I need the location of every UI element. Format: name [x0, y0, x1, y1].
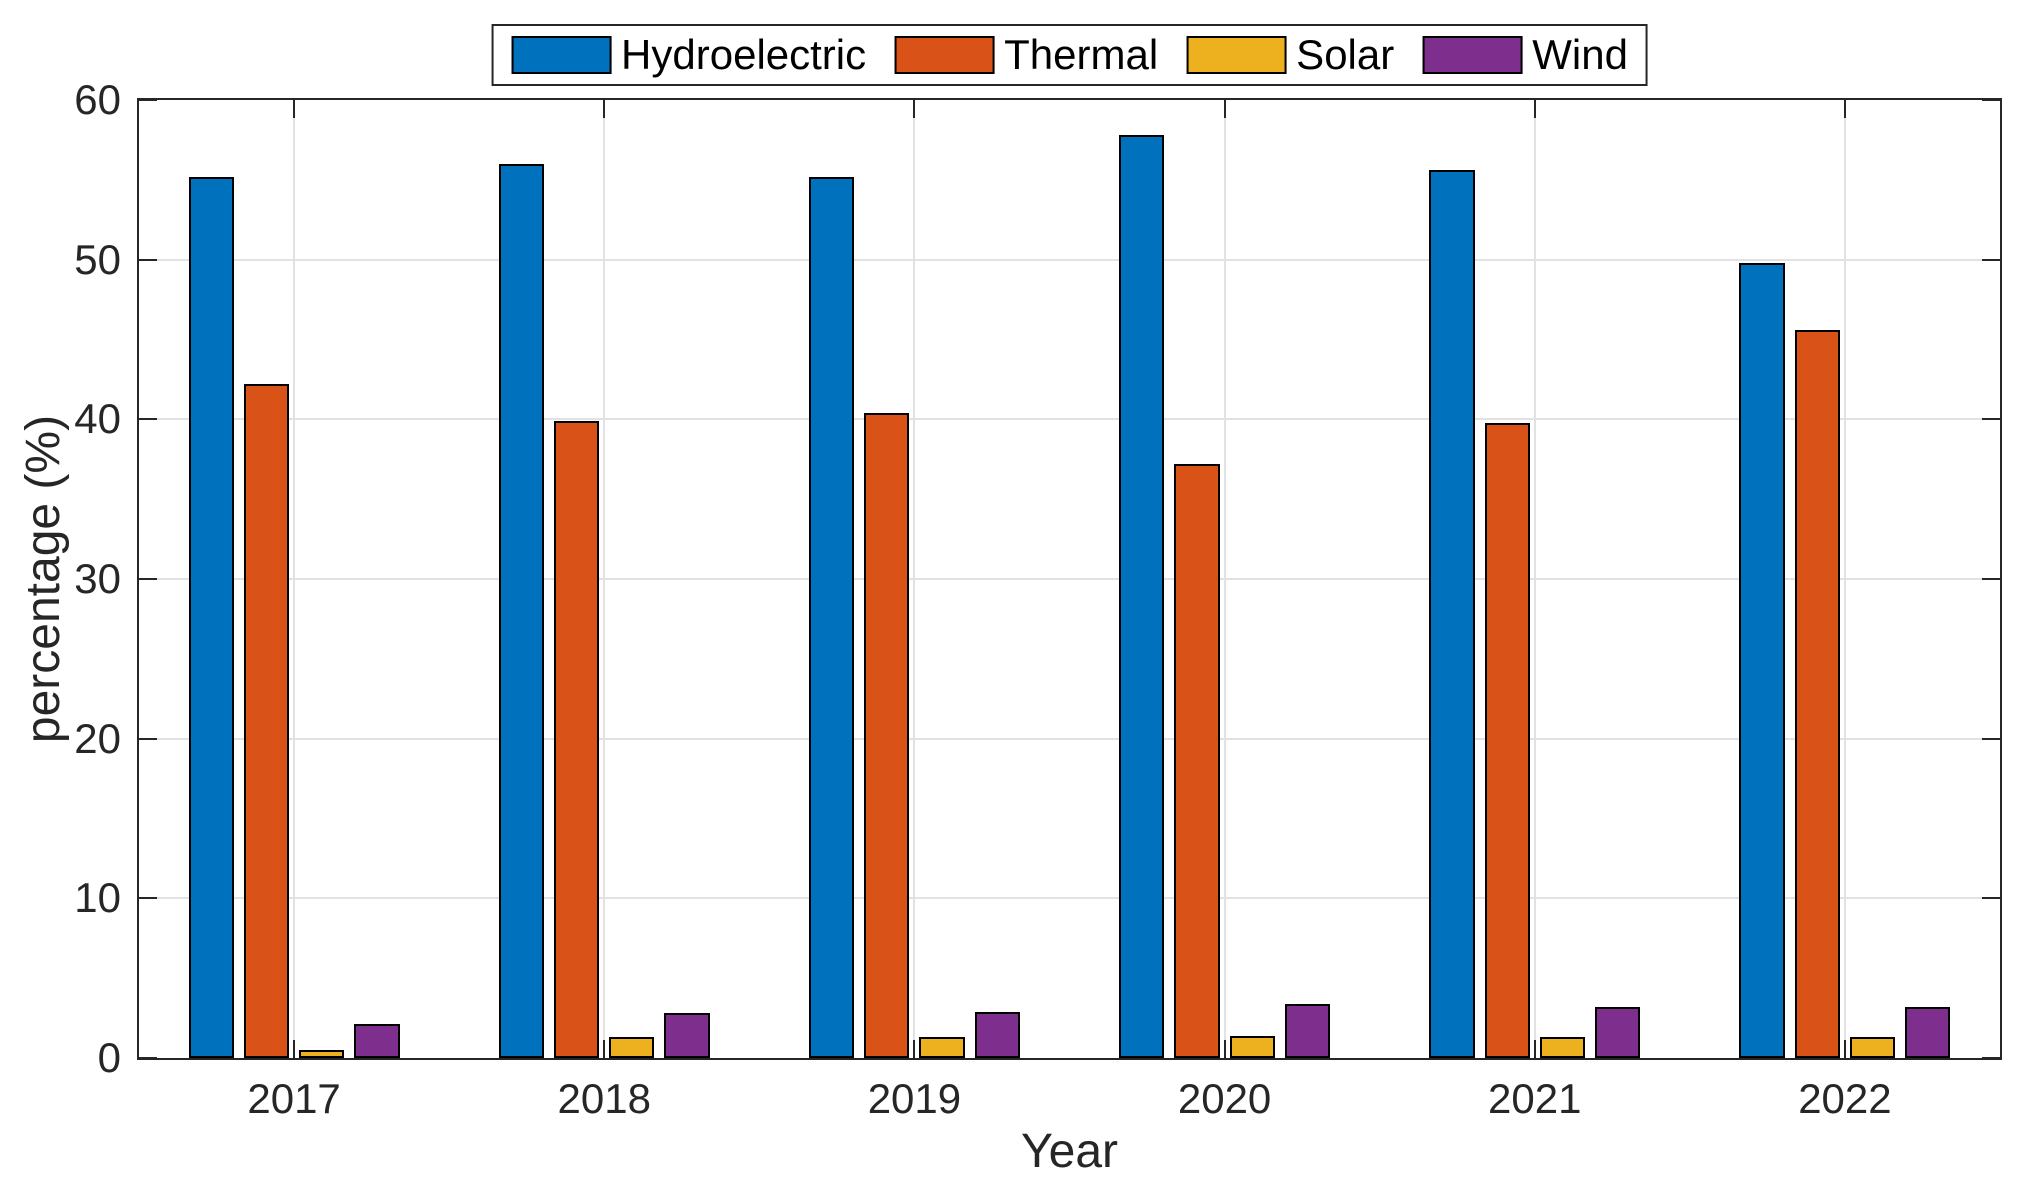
y-tick-label-10: 10: [74, 874, 121, 922]
bar-thermal-2022: [1794, 329, 1840, 1058]
bar-solar-2019: [919, 1037, 965, 1058]
bar-hydroelectric-2022: [1739, 262, 1785, 1058]
top-tick-2021: [1533, 100, 1536, 118]
legend-label: Wind: [1532, 31, 1628, 78]
bar-hydroelectric-2017: [188, 176, 234, 1058]
bar-wind-2021: [1594, 1006, 1641, 1058]
gridline-y-30: [139, 578, 2000, 580]
left-tick-40: [139, 418, 157, 421]
bar-thermal-2018: [554, 420, 600, 1058]
legend-swatch-solar: [1186, 36, 1287, 74]
legend-item-solar: Solar: [1186, 34, 1394, 76]
plot-area: [137, 98, 2002, 1060]
left-tick-20: [139, 737, 157, 740]
bottom-tick-2020: [1223, 1040, 1226, 1058]
bar-thermal-2021: [1484, 422, 1530, 1058]
bar-thermal-2020: [1174, 464, 1220, 1058]
y-tick-label-50: 50: [74, 235, 121, 283]
bar-solar-2020: [1229, 1035, 1275, 1058]
left-tick-10: [139, 897, 157, 900]
right-tick-0: [1982, 1057, 2000, 1059]
legend-item-hydroelectric: Hydroelectric: [511, 34, 866, 76]
x-axis-label: Year: [1021, 1125, 1118, 1178]
legend-item-thermal: Thermal: [894, 34, 1158, 76]
left-tick-30: [139, 578, 157, 580]
gridline-y-10: [139, 897, 2000, 900]
top-tick-2017: [293, 100, 296, 118]
bar-hydroelectric-2018: [498, 163, 545, 1058]
right-tick-30: [1982, 578, 2000, 580]
x-tick-label-2020: 2020: [1177, 1075, 1272, 1122]
left-tick-0: [139, 1057, 157, 1059]
legend-label: Solar: [1296, 31, 1395, 78]
legend-swatch-hydroelectric: [511, 36, 612, 74]
bar-solar-2022: [1849, 1037, 1896, 1058]
gridline-x-2021: [1533, 100, 1536, 1058]
gridline-x-2018: [603, 100, 606, 1058]
right-tick-20: [1982, 737, 2000, 740]
legend-swatch-wind: [1422, 36, 1523, 74]
right-tick-40: [1982, 418, 2000, 421]
bottom-tick-2019: [913, 1040, 916, 1058]
bar-wind-2019: [974, 1011, 1020, 1058]
x-tick-label-2017: 2017: [247, 1075, 341, 1122]
top-tick-2020: [1223, 100, 1226, 118]
bar-wind-2018: [664, 1013, 710, 1058]
top-tick-2019: [913, 100, 916, 118]
right-tick-50: [1982, 258, 2000, 261]
bottom-tick-2017: [293, 1040, 296, 1058]
bottom-tick-2018: [603, 1040, 606, 1058]
gridline-y-20: [139, 737, 2000, 740]
y-tick-label-60: 60: [74, 76, 121, 123]
gridline-x-2019: [913, 100, 916, 1058]
right-tick-10: [1982, 897, 2000, 900]
bar-solar-2017: [299, 1050, 345, 1058]
x-tick-label-2022: 2022: [1798, 1075, 1892, 1122]
top-tick-2022: [1843, 100, 1846, 118]
bar-thermal-2017: [243, 384, 290, 1058]
x-tick-label-2018: 2018: [557, 1075, 651, 1122]
x-tick-label-2021: 2021: [1488, 1075, 1582, 1122]
legend-item-wind: Wind: [1422, 34, 1628, 76]
left-tick-50: [139, 258, 157, 261]
gridline-x-2022: [1843, 100, 1846, 1058]
bar-wind-2020: [1284, 1003, 1331, 1058]
gridline-y-40: [139, 418, 2000, 421]
y-tick-label-30: 30: [74, 555, 121, 602]
y-tick-label-40: 40: [74, 395, 121, 443]
legend-label: Hydroelectric: [621, 31, 867, 78]
gridline-x-2020: [1223, 100, 1226, 1058]
bottom-tick-2021: [1533, 1040, 1536, 1058]
gridline-y-50: [139, 258, 2000, 261]
x-tick-label-2019: 2019: [867, 1075, 962, 1122]
bottom-tick-2022: [1843, 1040, 1846, 1058]
bar-solar-2021: [1539, 1037, 1585, 1058]
bar-thermal-2019: [864, 412, 910, 1058]
bar-hydroelectric-2020: [1119, 135, 1165, 1058]
y-axis-label: percentage (%): [17, 414, 70, 744]
y-tick-label-0: 0: [97, 1034, 121, 1081]
bar-hydroelectric-2019: [808, 176, 855, 1058]
bar-wind-2022: [1905, 1006, 1951, 1058]
bar-wind-2017: [354, 1024, 400, 1058]
legend-label: Thermal: [1004, 31, 1159, 78]
top-tick-2018: [603, 100, 606, 118]
legend-swatch-thermal: [894, 36, 995, 74]
left-tick-60: [139, 99, 157, 101]
legend: Hydroelectric Thermal Solar Wind: [491, 24, 1648, 86]
bar-solar-2018: [609, 1037, 655, 1058]
gridline-x-2017: [293, 100, 296, 1058]
y-tick-label-20: 20: [74, 714, 121, 762]
bar-hydroelectric-2021: [1429, 170, 1475, 1058]
right-tick-60: [1982, 99, 2000, 101]
